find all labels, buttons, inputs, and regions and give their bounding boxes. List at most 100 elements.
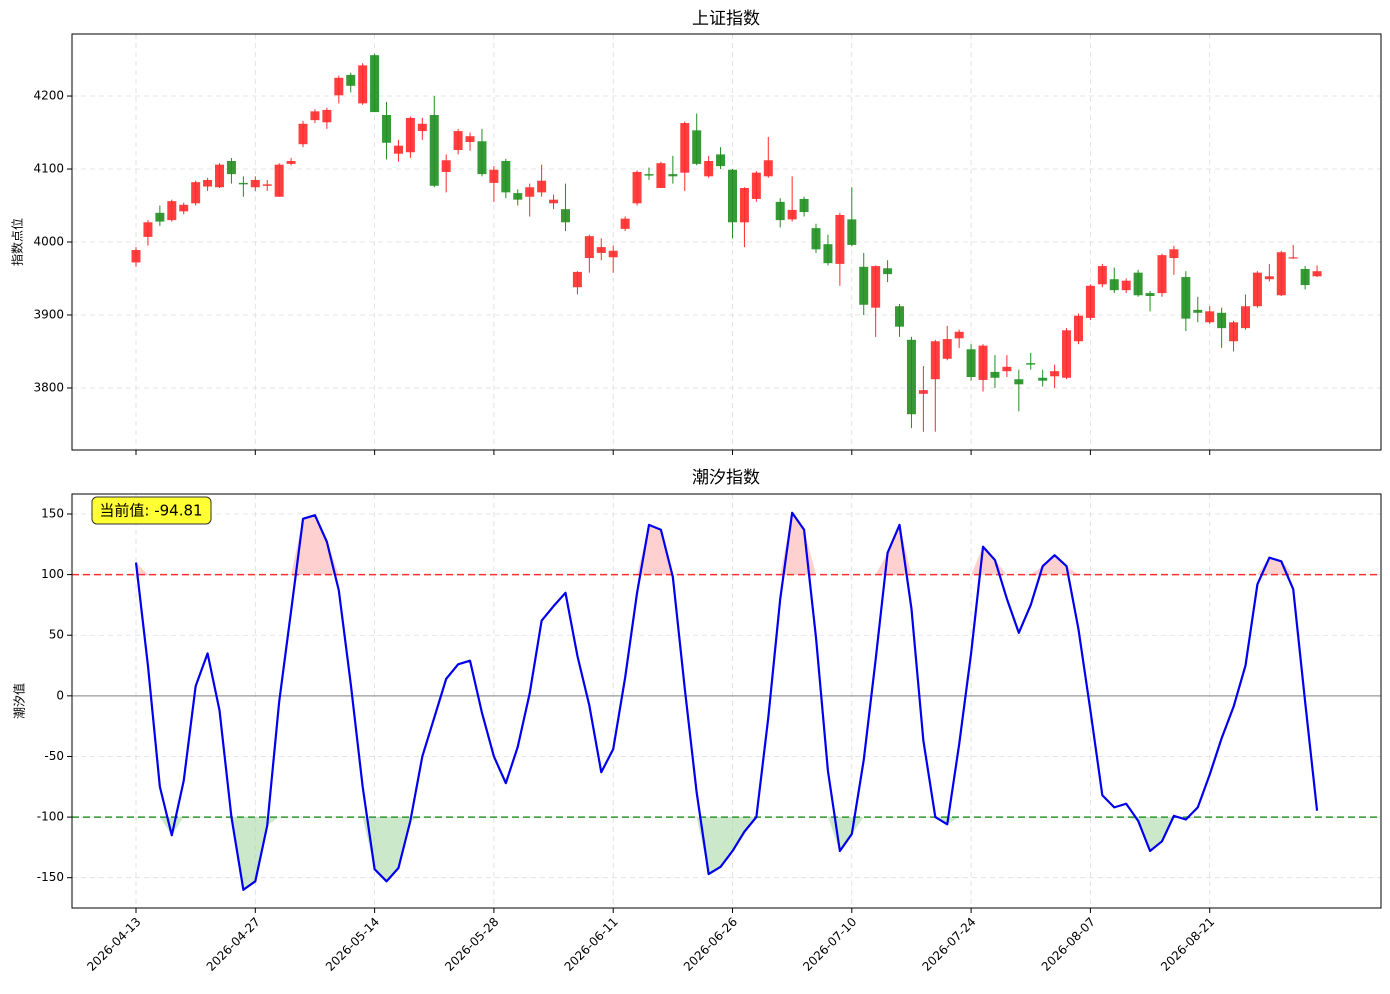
candle-body <box>656 163 666 188</box>
candle-body <box>930 341 940 380</box>
candle-body <box>298 123 308 145</box>
candle-body <box>358 65 368 104</box>
candle-body <box>1252 272 1262 307</box>
y-tick-label: 4100 <box>33 162 64 176</box>
candle-body <box>859 266 869 305</box>
y-tick-label: 3900 <box>33 307 64 321</box>
candle-body <box>465 136 475 143</box>
candle-body <box>1217 312 1227 329</box>
candle-body <box>429 115 439 186</box>
y-tick-label: 4200 <box>33 89 64 103</box>
line-series <box>134 511 1319 891</box>
candle-body <box>238 182 248 185</box>
candle-body <box>1026 363 1036 365</box>
plot <box>72 511 1381 891</box>
candle-body <box>274 164 284 197</box>
candle-body <box>143 222 153 237</box>
y-axis-label: 指数点位 <box>10 218 25 266</box>
candle-body <box>1085 285 1095 318</box>
candle-body <box>608 250 618 258</box>
candle-body <box>477 141 487 175</box>
candle-body <box>620 218 630 229</box>
y-tick-label: 3800 <box>33 380 64 394</box>
candle-body <box>1109 279 1119 291</box>
candle-body <box>489 169 499 183</box>
candle-body <box>835 214 845 264</box>
y-tick-label: -50 <box>44 749 64 763</box>
annotation: 当前值: -94.81 <box>99 502 202 520</box>
candle-body <box>405 117 415 153</box>
candle-body <box>560 209 570 223</box>
candle-body <box>739 187 749 223</box>
candle-body <box>1157 255 1167 294</box>
candle-body <box>549 199 559 204</box>
candles <box>131 53 1322 432</box>
candle-body <box>1312 271 1322 277</box>
candle-body <box>1097 266 1107 285</box>
candle-body <box>1193 309 1203 313</box>
candle-body <box>1133 272 1143 296</box>
candle-body <box>525 187 535 197</box>
candle-body <box>226 160 236 175</box>
plot-frame <box>71 493 1382 909</box>
candle-body <box>823 244 833 264</box>
candle-body <box>262 184 272 186</box>
candle-body <box>978 345 988 380</box>
candle-body <box>1288 257 1298 259</box>
candle-body <box>155 212 165 222</box>
y-axis-label: 潮汐值 <box>12 683 27 719</box>
candle-body <box>990 371 1000 378</box>
candle-body <box>1240 306 1250 329</box>
candle-body <box>966 349 976 378</box>
candle-body <box>250 179 260 188</box>
candle-body <box>1121 280 1131 291</box>
annotation-box <box>91 496 212 525</box>
candle-body <box>393 145 403 154</box>
candle-body <box>310 111 320 121</box>
candle-body <box>871 266 881 308</box>
candle-body <box>692 130 702 164</box>
candle-body <box>584 236 594 259</box>
candle-body <box>1300 269 1310 286</box>
y-tick-label: 150 <box>41 507 64 521</box>
candle-body <box>895 306 905 327</box>
candle-body <box>1073 315 1083 342</box>
candle-body <box>1181 277 1191 319</box>
candle-body <box>179 204 189 212</box>
candle-body <box>883 268 893 275</box>
candle-body <box>1264 276 1274 280</box>
candle-body <box>906 339 916 415</box>
y-tick-label: -150 <box>37 870 64 884</box>
candle-body <box>501 160 511 193</box>
candle-body <box>346 74 356 86</box>
candle-body <box>322 109 332 123</box>
candle-body <box>704 160 714 177</box>
candle-body <box>1205 311 1215 323</box>
candle-body <box>954 331 964 339</box>
candle-body <box>513 193 523 200</box>
plot-frame <box>71 33 1382 451</box>
candle-body <box>1050 371 1060 377</box>
chart-title: 潮汐指数 <box>692 468 760 488</box>
candle-body <box>334 77 344 96</box>
candle-body <box>382 115 392 143</box>
y-tick-label: 50 <box>49 628 64 642</box>
candle-body <box>572 271 582 288</box>
candle-body <box>811 228 821 250</box>
candle-body <box>1229 322 1239 342</box>
fill-below <box>136 817 1318 890</box>
candle-body <box>453 131 463 151</box>
candle-body <box>286 160 296 164</box>
y-tick-label: -100 <box>37 810 64 824</box>
candle-body <box>787 209 797 220</box>
candle-body <box>537 180 547 193</box>
candle-body <box>680 123 690 173</box>
candle-body <box>1038 377 1048 381</box>
candle-body <box>203 179 213 187</box>
candle-body <box>644 174 654 176</box>
candle-body <box>441 160 451 172</box>
y-tick-label: 100 <box>41 567 64 581</box>
candle-body <box>751 172 761 199</box>
